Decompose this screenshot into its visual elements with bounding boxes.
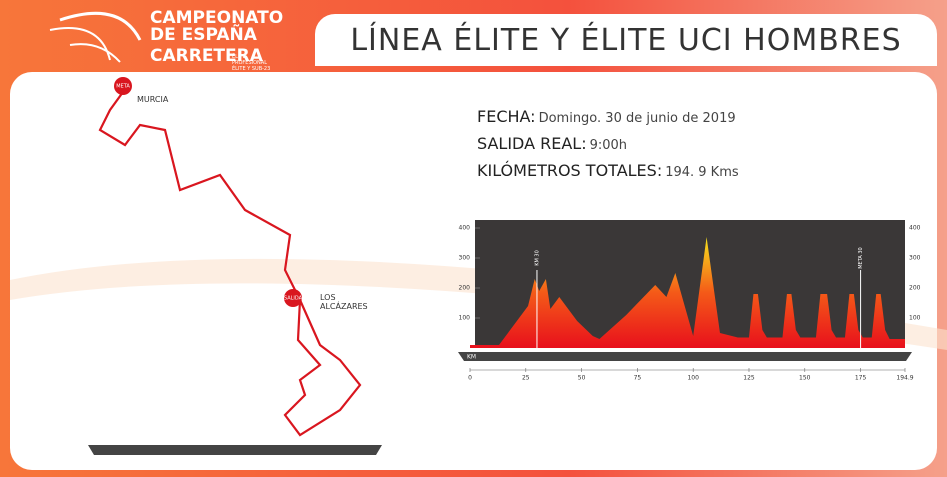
map-base (88, 445, 382, 455)
info-label: SALIDA REAL: (477, 134, 587, 153)
info-value: 9:00h (589, 138, 628, 153)
y-tick-label: 100 (459, 315, 471, 322)
info-row: SALIDA REAL: 9:00h (477, 131, 739, 158)
start-marker (284, 289, 302, 307)
logo-swoosh (49, 27, 121, 63)
annotation-label: META 30 (858, 247, 864, 269)
km-bar (458, 352, 912, 361)
x-tick-label: 25 (522, 375, 530, 382)
logo-swoosh (59, 11, 142, 41)
x-tick-label: 125 (743, 375, 755, 382)
start-marker-label: SALIDA (284, 296, 303, 302)
finish-city: MURCIA (137, 95, 169, 104)
y-tick-label: 200 (909, 285, 921, 292)
y-tick-label: 300 (909, 255, 921, 262)
y-tick-label: 400 (459, 225, 471, 232)
title: LÍNEA ÉLITE Y ÉLITE UCI HOMBRES (350, 22, 902, 58)
start-city: LOS ALCÁZARES (320, 293, 368, 311)
finish-marker (114, 77, 132, 95)
brand-sub: ÉLITE PROFESIONAL ÉLITE Y SUB-23 (232, 54, 271, 72)
finish-marker-label: META (116, 84, 130, 90)
info-value: 194. 9 Kms (665, 165, 739, 180)
x-tick-label: 50 (578, 375, 586, 382)
brand-line: CAMPEONATO (150, 8, 284, 28)
info: FECHA: Domingo. 30 de junio de 2019 SALIDA… (477, 104, 739, 185)
info-label: FECHA: (477, 107, 536, 126)
annotation-label: KM 30 (534, 250, 540, 266)
y-tick-label: 200 (459, 285, 471, 292)
y-tick-label: 300 (459, 255, 471, 262)
y-tick-label: 400 (909, 225, 921, 232)
brand: CAMPEONATO DE ESPAÑA CARRETERA ÉLITE PRO… (150, 8, 284, 73)
brand-line: DE ESPAÑA (150, 25, 257, 45)
info-value: Domingo. 30 de junio de 2019 (538, 111, 736, 126)
x-tick-label: 75 (634, 375, 642, 382)
info-row: FECHA: Domingo. 30 de junio de 2019 (477, 104, 739, 131)
y-tick-label: 100 (909, 315, 921, 322)
km-label: KM (467, 354, 476, 361)
decor (10, 258, 947, 350)
x-tick-label: 150 (799, 375, 811, 382)
title-box: LÍNEA ÉLITE Y ÉLITE UCI HOMBRES (315, 14, 937, 66)
elevation-area (470, 237, 905, 348)
x-tick-label: 0 (468, 375, 472, 382)
brand-line: CARRETERA (150, 46, 263, 66)
info-label: KILÓMETROS TOTALES: (477, 161, 663, 180)
x-tick-label: 100 (687, 375, 699, 382)
x-tick-label: 175 (855, 375, 867, 382)
info-row: KILÓMETROS TOTALES: 194. 9 Kms (477, 158, 739, 185)
x-tick-label: 194.9 (896, 375, 913, 382)
